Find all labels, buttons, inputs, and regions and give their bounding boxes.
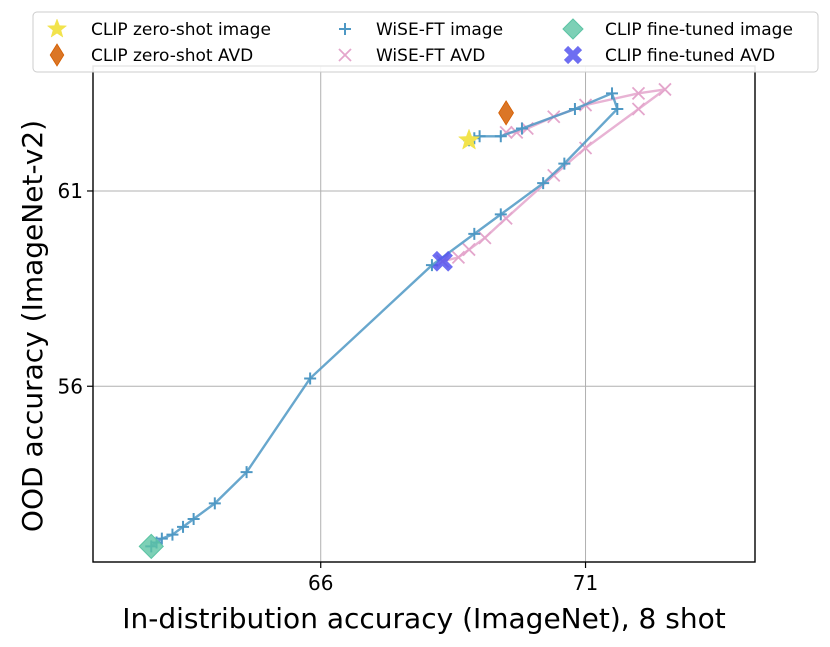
data-point-wise-ft-image [611,102,624,115]
legend-box [32,11,819,73]
data-point-wise-ft-image [515,122,528,135]
x-tick-label: 71 [573,571,598,595]
data-point-wise-ft-image [537,177,550,190]
legend-marker-clip-fine-tuned-avd [563,45,583,65]
legend-label: CLIP fine-tuned image [605,20,793,40]
data-point-wise-ft-image [558,157,571,170]
data-point-wise-ft-avd [462,242,476,257]
data-point-wise-ft-image [473,130,486,143]
data-point-wise-ft-image [304,372,317,385]
plot-frame [92,65,756,563]
data-point-wise-ft-image [568,102,581,115]
data-point-wise-ft-avd [478,231,492,245]
legend-marker-wise-ft-avd [338,48,352,62]
legend: CLIP zero-shot image CLIP zero-shot AVD Wi… [32,11,819,73]
legend-marker-clip-fine-tuned-image [562,18,584,40]
data-point-wise-ft-avd [631,86,646,100]
data-point-wise-ft-image [177,520,190,533]
grid-lines [93,66,755,562]
data-point-wise-ft-image [494,130,507,143]
y-axis-label: OOD accuracy (ImageNet-v2) [16,120,49,532]
legend-marker-clip-zero-shot-image [46,18,68,38]
data-point-clip-fine-tuned-image [138,533,164,560]
x-axis-label: In-distribution accuracy (ImageNet), 8 s… [122,602,725,635]
series-line-wise-ft-image [150,91,619,548]
data-point-wise-ft-image [155,532,168,545]
data-point-clip-zero-shot-avd [498,100,514,126]
data-point-wise-ft-avd [631,102,646,116]
x-tick-label: 66 [308,571,333,595]
legend-marker-clip-zero-shot-avd [49,43,65,67]
legend-label: WiSE-FT AVD [376,46,485,66]
legend-label: WiSE-FT image [376,20,503,40]
data-point-wise-ft-avd [658,82,672,97]
y-tick-label: 61 [58,179,83,203]
legend-marker-wise-ft-image [339,23,351,35]
axis-ticks: 66 71 56 61 [58,179,599,595]
data-point-wise-ft-avd [451,250,466,265]
data-point-wise-ft-image [606,87,619,100]
data-point-clip-zero-shot-image [457,128,481,150]
data-point-clip-fine-tuned-avd [432,250,453,272]
legend-label: CLIP fine-tuned AVD [605,46,775,66]
data-point-wise-ft-image [494,208,507,221]
data-point-wise-ft-image [208,497,221,510]
data-point-wise-ft-avd [547,168,561,182]
plot-area [138,82,672,560]
data-point-wise-ft-image [240,466,253,479]
data-point-wise-ft-image [468,227,481,240]
y-tick-label: 56 [58,374,83,398]
legend-label: CLIP zero-shot AVD [91,46,253,66]
data-point-wise-ft-image [166,528,179,541]
data-point-wise-ft-avd [578,141,593,155]
legend-label: CLIP zero-shot image [91,20,271,40]
data-point-wise-ft-image [187,513,200,526]
